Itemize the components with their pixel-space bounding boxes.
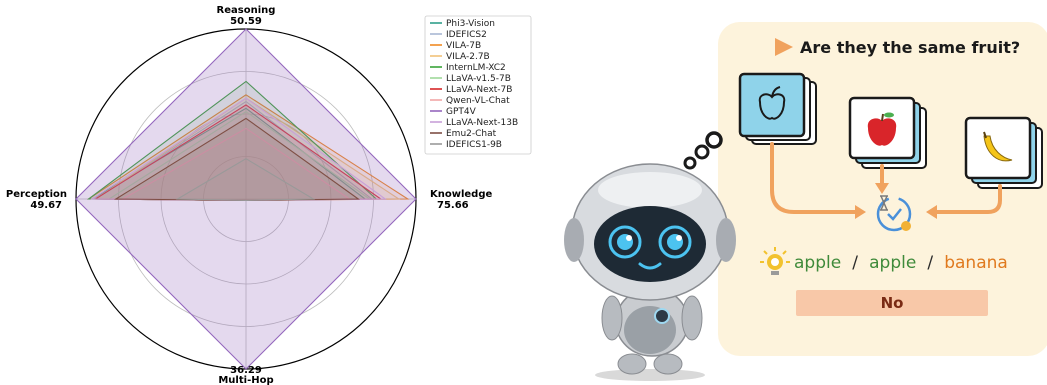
axis-max-perception: 49.67 [30, 200, 62, 211]
word-banana: banana [944, 253, 1008, 273]
legend: Phi3-VisionIDEFICS2VILA-7BVILA-2.7BInter… [424, 15, 532, 155]
card-stack-red-apple [848, 96, 927, 169]
arrow-left [770, 142, 860, 214]
slash-1: / [852, 253, 858, 273]
apple-outline-icon [758, 86, 786, 120]
radar-chart: Reasoning 50.59 Knowledge 75.66 36.29 Mu… [6, 5, 532, 385]
legend-label: InternLM-XC2 [446, 63, 506, 73]
series-gpt4v [75, 28, 417, 370]
question-title: Are they the same fruit? [800, 38, 1020, 57]
robot-face [594, 206, 706, 282]
legend-label: IDEFICS2 [446, 30, 487, 40]
legend-label: LLaVA-v1.5-7B [446, 74, 511, 84]
lightbulb-icon [760, 247, 790, 275]
legend-label: VILA-7B [446, 41, 481, 51]
answer-text: No [881, 294, 904, 312]
legend-label: Emu2-Chat [446, 129, 497, 139]
compare-icon [876, 195, 912, 232]
series-idefics1-9b [175, 158, 316, 201]
legend-label: GPT4V [446, 107, 477, 117]
axis-max-knowledge: 75.66 [437, 200, 469, 211]
legend-label: IDEFICS1-9B [446, 140, 502, 150]
answer-words: apple / apple / banana [794, 253, 1008, 273]
card-stack-banana [964, 116, 1043, 189]
title-arrow-icon [775, 38, 793, 56]
axis-label-multihop: Multi-Hop [218, 375, 273, 385]
word-apple-1: apple [794, 253, 841, 273]
legend-label: VILA-2.7B [446, 52, 490, 62]
legend-frame [424, 15, 532, 155]
axis-max-multihop: 36.29 [230, 365, 262, 376]
arrow-right [932, 184, 1002, 214]
axis-max-reasoning: 50.59 [230, 16, 262, 27]
legend-label: Qwen-VL-Chat [446, 96, 510, 106]
illustration: Are they the same fruit? [564, 22, 1047, 381]
legend-label: Phi3-Vision [446, 19, 495, 29]
axis-label-knowledge: Knowledge [430, 189, 493, 200]
robot-illustration [564, 163, 736, 381]
thought-bubbles [683, 131, 723, 170]
flow-arrows [770, 142, 1002, 219]
legend-label: LLaVA-Next-7B [446, 85, 512, 95]
slash-2: / [927, 253, 933, 273]
card-stack-apple-outline [738, 72, 817, 145]
banana-icon [983, 131, 1013, 162]
legend-label: LLaVA-Next-13B [446, 118, 518, 128]
word-apple-2: apple [869, 253, 916, 273]
answer-box [796, 290, 988, 316]
red-apple-icon [867, 112, 897, 146]
axis-label-perception: Perception [6, 189, 67, 200]
axis-label-reasoning: Reasoning [217, 5, 276, 16]
radar-series [75, 28, 417, 370]
